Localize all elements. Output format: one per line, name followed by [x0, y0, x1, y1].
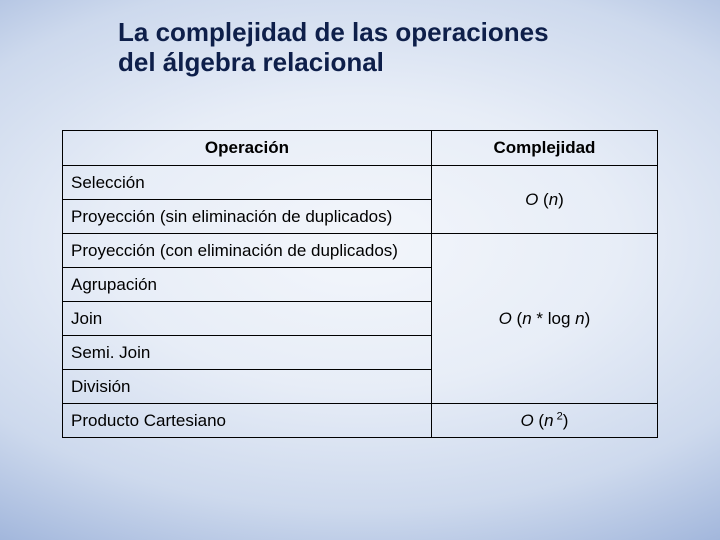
paren-open: (	[538, 190, 548, 209]
complexity-cell-Onlogn: O (n * log n)	[431, 234, 657, 404]
var-n: n	[522, 309, 531, 328]
table-row: Selección O (n)	[63, 166, 658, 200]
var-n: n	[575, 309, 584, 328]
header-complexity: Complejidad	[431, 131, 657, 166]
var-n: n	[549, 190, 558, 209]
var-n: n	[544, 411, 553, 430]
header-operation: Operación	[63, 131, 432, 166]
complexity-cell-On: O (n)	[431, 166, 657, 234]
op-cell: Proyección (sin eliminación de duplicado…	[63, 200, 432, 234]
paren-close: )	[563, 411, 569, 430]
op-cell: División	[63, 370, 432, 404]
complexity-table: Operación Complejidad Selección O (n) Pr…	[62, 130, 658, 438]
mid-text: * log	[532, 309, 575, 328]
table-row: Proyección (con eliminación de duplicado…	[63, 234, 658, 268]
paren-close: )	[585, 309, 591, 328]
slide-title: La complejidad de las operaciones del ál…	[118, 18, 680, 78]
op-cell: Semi. Join	[63, 336, 432, 370]
complexity-table-container: Operación Complejidad Selección O (n) Pr…	[62, 130, 658, 438]
paren-close: )	[558, 190, 564, 209]
big-o: O	[525, 190, 538, 209]
complexity-cell-On2: O (n 2)	[431, 404, 657, 438]
title-line-2: del álgebra relacional	[118, 47, 384, 77]
table-row: Producto Cartesiano O (n 2)	[63, 404, 658, 438]
op-cell: Join	[63, 302, 432, 336]
exponent: 2	[554, 410, 563, 422]
table-header-row: Operación Complejidad	[63, 131, 658, 166]
title-line-1: La complejidad de las operaciones	[118, 17, 549, 47]
paren-open: (	[512, 309, 522, 328]
op-cell: Agrupación	[63, 268, 432, 302]
op-cell: Producto Cartesiano	[63, 404, 432, 438]
op-cell: Proyección (con eliminación de duplicado…	[63, 234, 432, 268]
big-o: O	[499, 309, 512, 328]
op-cell: Selección	[63, 166, 432, 200]
big-o: O	[520, 411, 533, 430]
paren-open: (	[534, 411, 544, 430]
